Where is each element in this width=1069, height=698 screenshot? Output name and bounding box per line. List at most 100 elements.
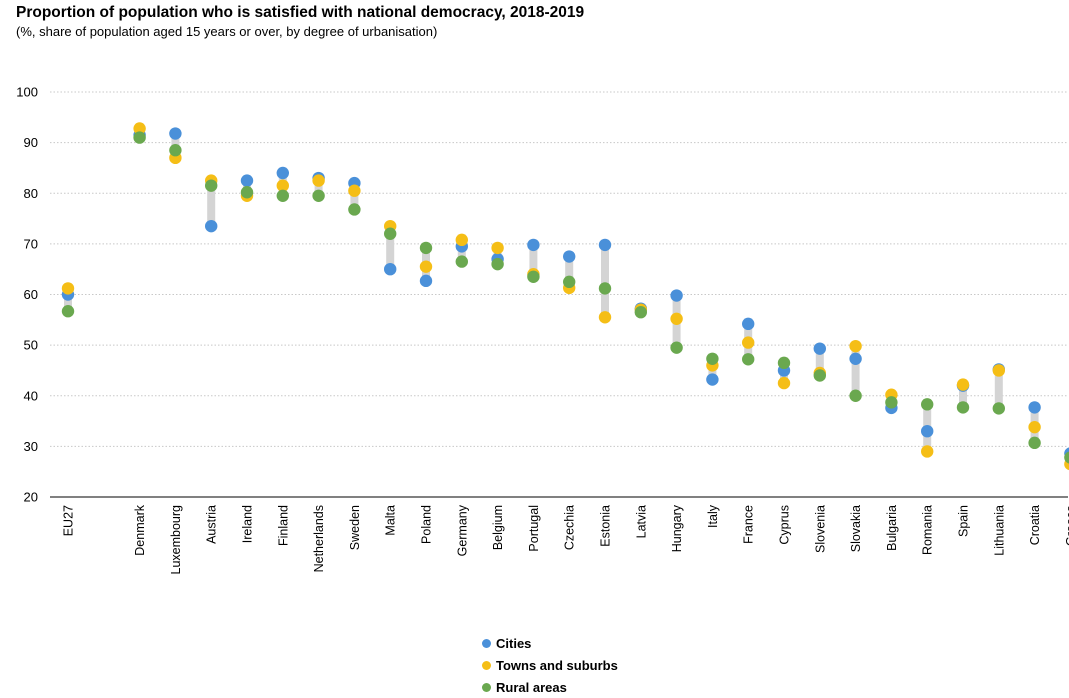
- x-tick-label-eu27: EU27: [62, 505, 76, 536]
- dot-rural-areas-estonia: [598, 282, 612, 295]
- dot-rural-areas-france: [742, 353, 755, 366]
- dot-cities-czechia: [563, 250, 576, 263]
- dot-towns-and-suburbs-cyprus: [777, 376, 791, 390]
- x-tick-label-sweden: Sweden: [348, 505, 362, 550]
- x-tick-label-estonia: Estonia: [599, 505, 613, 547]
- x-tick-label-ireland: Ireland: [241, 505, 255, 543]
- dot-rural-areas-luxembourg: [169, 144, 182, 157]
- dot-cities-portugal: [527, 238, 540, 252]
- range-bar-Netherlands: [314, 178, 323, 196]
- legend-marker-rural: [482, 682, 491, 692]
- dot-towns-and-suburbs-hungary: [670, 312, 683, 325]
- x-tick-label-slovenia: Slovenia: [813, 505, 827, 553]
- dot-towns-and-suburbs-netherlands: [312, 174, 325, 187]
- chart-title: Proportion of population who is satisfie…: [16, 4, 585, 21]
- x-tick-label-finland: Finland: [276, 505, 290, 546]
- dot-rural-areas-netherlands: [312, 189, 325, 202]
- y-tick-label-70: 70: [24, 236, 38, 251]
- y-tick-label-100: 100: [16, 85, 38, 100]
- x-tick-label-poland: Poland: [420, 505, 434, 544]
- dot-towns-and-suburbs-lithuania: [992, 364, 1005, 377]
- dot-rural-areas-eu27: [61, 305, 75, 318]
- dot-cities-luxembourg: [169, 127, 182, 140]
- y-tick-label-50: 50: [24, 338, 38, 353]
- dot-rural-areas-slovakia: [849, 389, 862, 402]
- dot-rural-areas-portugal: [527, 270, 540, 283]
- dot-towns-and-suburbs-germany: [455, 233, 468, 247]
- dot-towns-and-suburbs-spain: [956, 378, 970, 391]
- x-tick-label-netherlands: Netherlands: [312, 505, 326, 572]
- x-tick-label-malta: Malta: [384, 505, 398, 536]
- range-bar-Slovenia: [815, 348, 824, 376]
- legend-label-cities: Cities: [496, 635, 532, 651]
- dot-rural-areas-latvia: [634, 306, 647, 319]
- dot-rural-areas-hungary: [670, 341, 683, 354]
- dot-rural-areas-spain: [956, 401, 970, 414]
- dot-rural-areas-poland: [419, 241, 433, 255]
- dot-towns-and-suburbs-romania: [921, 445, 934, 458]
- dot-cities-poland: [419, 274, 433, 288]
- x-tick-label-spain: Spain: [957, 505, 971, 537]
- x-tick-label-latvia: Latvia: [634, 505, 648, 538]
- x-tick-label-lithuania: Lithuania: [992, 505, 1006, 556]
- range-bar-Slovakia: [851, 346, 860, 396]
- dot-rural-areas-italy: [706, 352, 719, 365]
- dot-towns-and-suburbs-estonia: [598, 311, 612, 324]
- x-tick-label-luxembourg: Luxembourg: [169, 505, 183, 575]
- x-tick-label-france: France: [742, 505, 756, 544]
- x-tick-label-cyprus: Cyprus: [778, 505, 792, 545]
- x-tick-label-greece: Greece: [1064, 505, 1069, 546]
- dot-towns-and-suburbs-sweden: [348, 184, 361, 197]
- dot-rural-areas-belgium: [491, 257, 504, 271]
- y-tick-label-60: 60: [24, 287, 38, 302]
- y-tick-label-80: 80: [24, 186, 38, 201]
- dot-cities-austria: [205, 219, 218, 233]
- dot-cities-italy: [706, 373, 719, 386]
- dot-rural-areas-romania: [921, 398, 934, 411]
- dot-rural-areas-cyprus: [777, 356, 791, 370]
- dot-cities-slovenia: [813, 342, 826, 355]
- dot-cities-slovakia: [849, 352, 862, 365]
- dot-cities-malta: [384, 262, 397, 276]
- y-tick-label-30: 30: [24, 439, 38, 454]
- legend-item-towns: Towns and suburbs: [482, 654, 618, 676]
- dot-rural-areas-sweden: [348, 203, 361, 216]
- dot-rural-areas-malta: [384, 227, 397, 240]
- dot-rural-areas-slovenia: [813, 369, 826, 382]
- range-bar-Spain: [959, 384, 967, 408]
- x-tick-label-austria: Austria: [205, 505, 219, 544]
- legend-item-cities: Cities: [482, 632, 618, 654]
- range-bar-Portugal: [529, 244, 538, 277]
- legend-label-towns: Towns and suburbs: [496, 657, 618, 673]
- dot-rural-areas-austria: [205, 179, 218, 192]
- legend-marker-towns: [482, 660, 491, 670]
- chart-legend: Cities Towns and suburbs Rural areas: [482, 632, 618, 698]
- legend-item-rural: Rural areas: [482, 676, 618, 698]
- x-tick-label-italy: Italy: [706, 504, 720, 528]
- dot-cities-croatia: [1028, 401, 1041, 414]
- dot-cities-hungary: [670, 289, 683, 302]
- range-bar-Austria: [207, 180, 216, 227]
- dot-rural-areas-croatia: [1028, 436, 1041, 450]
- x-tick-label-czechia: Czechia: [563, 505, 577, 550]
- legend-marker-cities: [482, 638, 491, 648]
- x-tick-label-croatia: Croatia: [1028, 505, 1042, 545]
- x-tick-label-slovakia: Slovakia: [849, 505, 863, 552]
- x-tick-label-romania: Romania: [921, 505, 935, 555]
- dot-cities-ireland: [240, 174, 254, 187]
- legend-label-rural: Rural areas: [496, 679, 567, 695]
- dot-towns-and-suburbs-belgium: [491, 241, 504, 255]
- dot-rural-areas-greece: [1064, 451, 1069, 464]
- x-tick-label-hungary: Hungary: [670, 504, 684, 552]
- dot-rural-areas-finland: [276, 189, 289, 202]
- y-tick-label-40: 40: [24, 388, 38, 403]
- dot-rural-areas-denmark: [133, 131, 146, 144]
- x-tick-label-denmark: Denmark: [133, 504, 147, 555]
- y-tick-label-90: 90: [24, 135, 38, 150]
- dot-rural-areas-ireland: [240, 186, 254, 199]
- dot-towns-and-suburbs-poland: [419, 260, 433, 273]
- x-tick-label-bulgaria: Bulgaria: [885, 505, 899, 551]
- dot-rural-areas-lithuania: [992, 402, 1005, 415]
- dot-rural-areas-bulgaria: [885, 396, 898, 409]
- range-bar-Czechia: [565, 256, 574, 288]
